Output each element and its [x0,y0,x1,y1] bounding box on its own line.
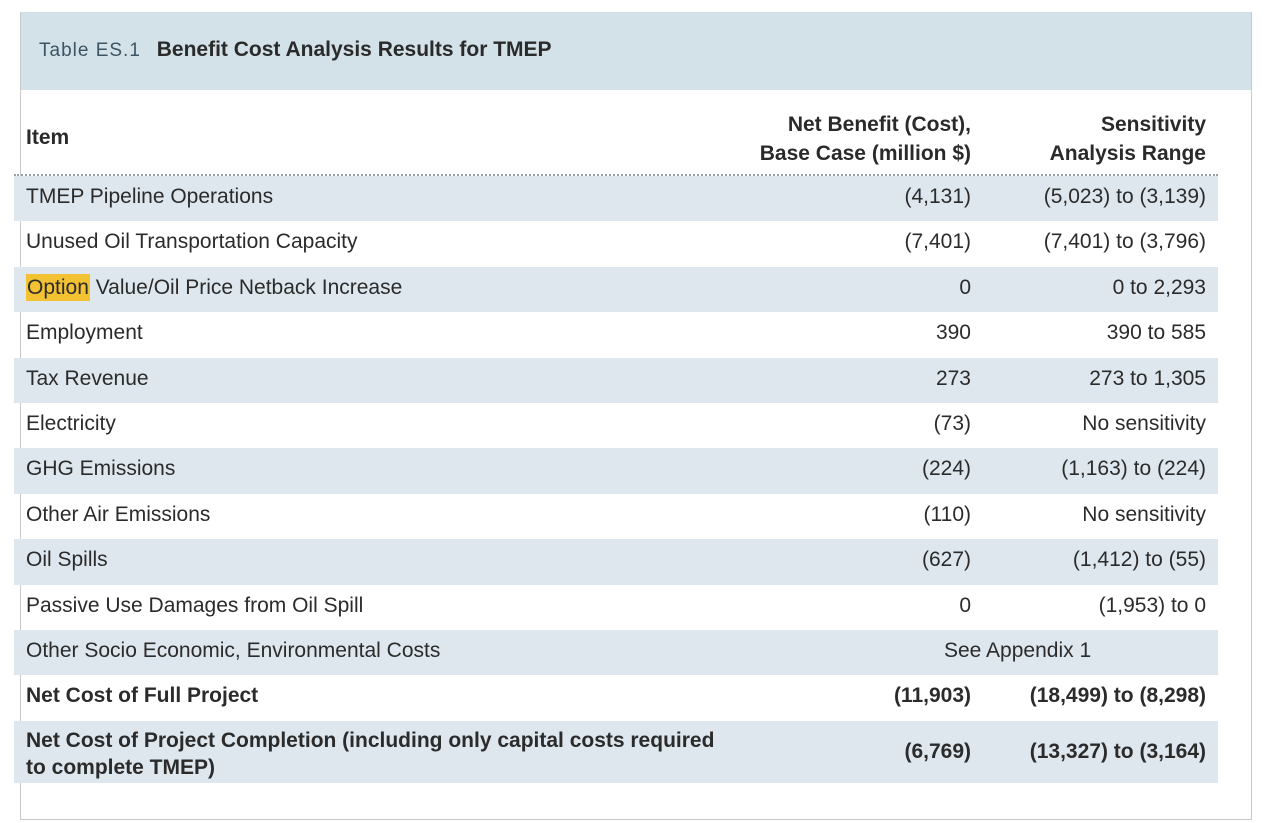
row-net: 0 [959,593,971,617]
row-range: (18,499) to (8,298) [1029,684,1206,708]
row-span-note: See Appendix 1 [944,638,1092,662]
row-range: No sensitivity [1082,411,1206,435]
row-item: GHG Emissions [26,457,176,481]
header-item: Item [26,126,70,149]
row-range: (1,953) to 0 [1098,593,1206,617]
row-item: Passive Use Damages from Oil Spill [26,593,364,617]
table-row: Employment 390 390 to 585 [14,312,1218,357]
header-sensitivity: Sensitivity Analysis Range [1049,113,1206,165]
header-net-benefit: Net Benefit (Cost), Base Case (million $… [759,113,971,165]
table-row: Electricity (73) No sensitivity [14,403,1218,448]
row-range: (13,327) to (3,164) [1029,739,1206,763]
table-row: Other Air Emissions (110) No sensitivity [14,494,1218,539]
row-range: No sensitivity [1082,502,1206,526]
row-net: (110) [923,502,971,526]
table-row: Unused Oil Transportation Capacity (7,40… [14,221,1218,266]
table-row: Other Socio Economic, Environmental Cost… [14,629,1218,676]
row-range: 390 to 585 [1106,321,1206,345]
row-range: (1,163) to (224) [1061,457,1206,481]
row-item: Net Cost of Full Project [26,684,259,708]
search-highlight: Option [26,273,90,301]
table-title-bar: Table ES.1 Benefit Cost Analysis Results… [21,12,1251,90]
table-title: Table ES.1 Benefit Cost Analysis Results… [39,38,552,62]
row-item: Oil Spills [26,548,108,572]
table-body: TMEP Pipeline Operations (4,131) (5,023)… [14,176,1218,783]
table-title-text: Benefit Cost Analysis Results for TMEP [156,38,552,61]
row-item: Electricity [26,411,116,435]
table-row-total: Net Cost of Full Project (11,903) (18,49… [14,675,1218,720]
table-frame: Table ES.1 Benefit Cost Analysis Results… [20,12,1252,820]
row-item: Other Air Emissions [26,502,211,526]
row-item: TMEP Pipeline Operations [26,185,274,208]
table-row: Option Value/Oil Price Netback Increase … [14,266,1218,313]
row-net: (627) [921,548,971,572]
table-label: Table ES.1 [39,40,141,61]
row-net: (73) [933,411,971,435]
table-row-total: Net Cost of Project Completion (includin… [14,720,1218,783]
row-net: (11,903) [893,684,971,708]
table-row: Oil Spills (627) (1,412) to (55) [14,539,1218,585]
table-header: Item Net Benefit (Cost), Base Case (mill… [14,98,1218,176]
row-net: (6,769) [904,739,971,763]
row-range: (5,023) to (3,139) [1043,185,1206,208]
row-range: (7,401) to (3,796) [1043,230,1206,254]
row-range: 0 to 2,293 [1112,275,1206,299]
row-item: Other Socio Economic, Environmental Cost… [26,638,441,662]
table-row: TMEP Pipeline Operations (4,131) (5,023)… [14,176,1218,222]
table-row: Passive Use Damages from Oil Spill 0 (1,… [14,585,1218,630]
row-net: 390 [935,321,971,345]
table-row: GHG Emissions (224) (1,163) to (224) [14,448,1218,494]
row-net: (4,131) [904,185,971,208]
row-item: Unused Oil Transportation Capacity [26,230,358,254]
row-range: 273 to 1,305 [1089,366,1206,390]
row-item: Net Cost of Project Completion (includin… [26,728,715,779]
row-net: (7,401) [904,230,971,254]
row-net: 273 [935,366,971,390]
row-item: Option Value/Oil Price Netback Increase [26,273,403,301]
row-range: (1,412) to (55) [1072,548,1206,572]
row-net: (224) [921,457,971,481]
row-item: Employment [26,321,143,345]
row-net: 0 [959,275,971,299]
table-row: Tax Revenue 273 273 to 1,305 [14,357,1218,403]
row-item: Tax Revenue [26,366,149,390]
